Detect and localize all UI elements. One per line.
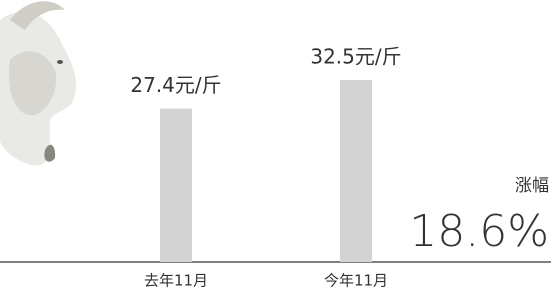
value-label: 27.4元/斤 [130, 73, 221, 97]
page: {"chart_data": {"type": "bar", "categori… [0, 0, 551, 294]
chart: 涨幅 18.6% 27.4元/斤去年11月 32.5元/斤今年11月 [0, 0, 551, 294]
x-tick-label: 今年11月 [324, 272, 388, 290]
goat-illustration [0, 1, 76, 165]
change-label: 涨幅 [515, 176, 549, 196]
bar [160, 109, 192, 262]
change-value: 18.6% [409, 206, 549, 257]
value-label: 32.5元/斤 [310, 45, 401, 69]
bar [340, 80, 372, 262]
x-tick-label: 去年11月 [144, 272, 208, 290]
